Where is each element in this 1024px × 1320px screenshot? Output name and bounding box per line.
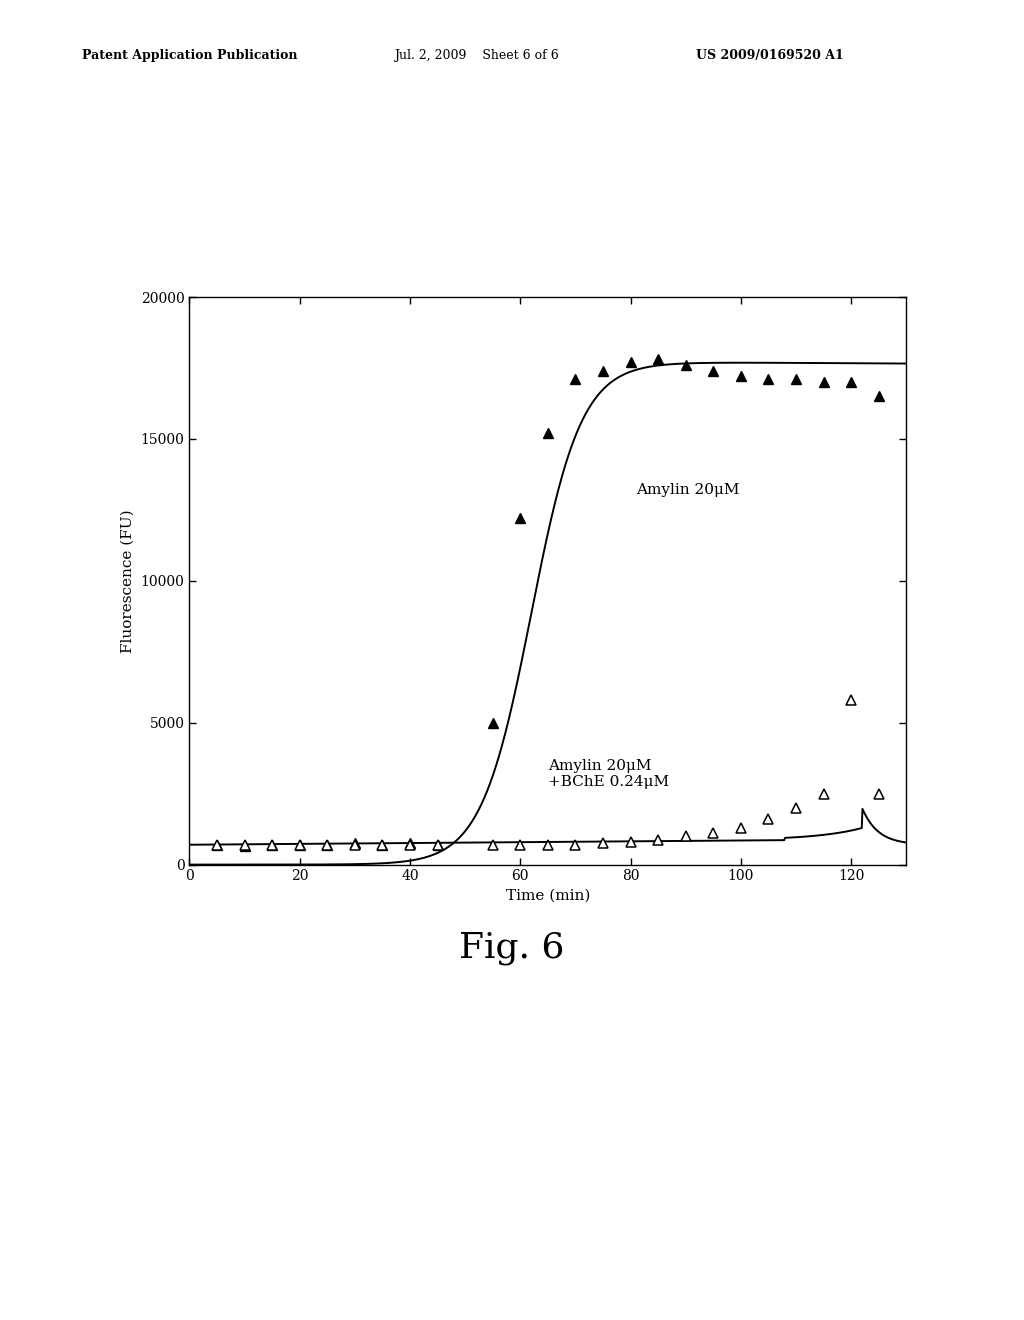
Text: US 2009/0169520 A1: US 2009/0169520 A1 — [696, 49, 844, 62]
Text: Amylin 20μM
+BChE 0.24μM: Amylin 20μM +BChE 0.24μM — [548, 759, 669, 789]
Text: Patent Application Publication: Patent Application Publication — [82, 49, 297, 62]
Y-axis label: Fluorescence (FU): Fluorescence (FU) — [121, 510, 135, 652]
Text: Amylin 20μM: Amylin 20μM — [636, 483, 739, 498]
Text: Jul. 2, 2009    Sheet 6 of 6: Jul. 2, 2009 Sheet 6 of 6 — [394, 49, 559, 62]
X-axis label: Time (min): Time (min) — [506, 888, 590, 903]
Text: Fig. 6: Fig. 6 — [460, 931, 564, 965]
